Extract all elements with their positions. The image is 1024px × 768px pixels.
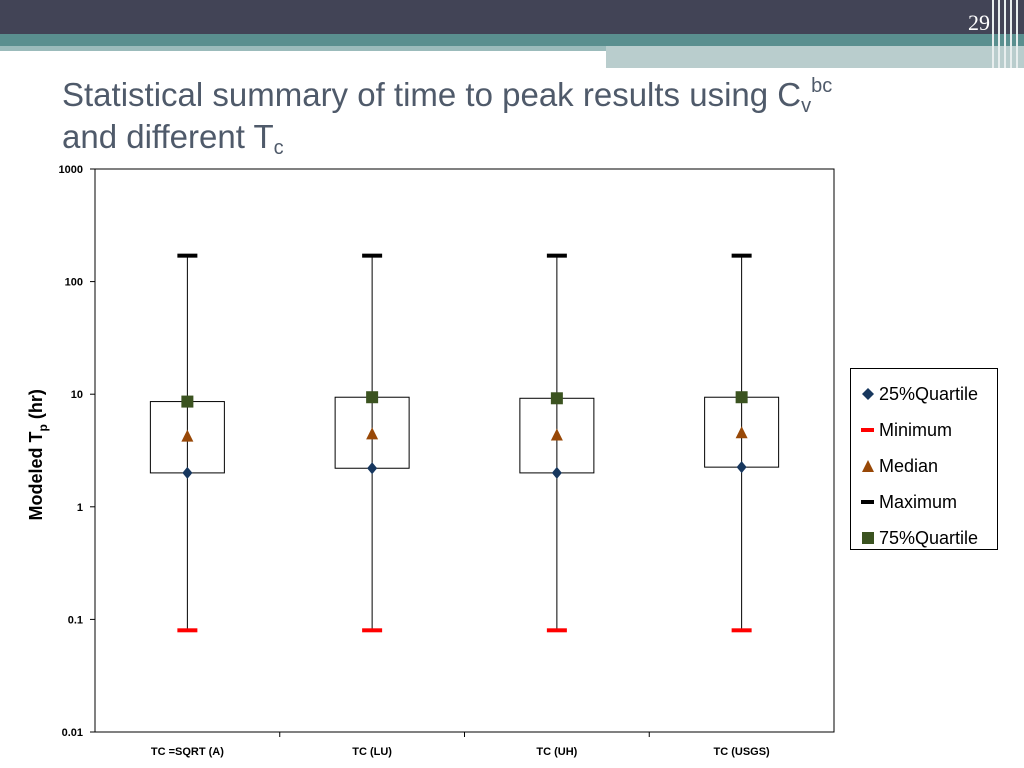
maximum-marker: [731, 253, 752, 258]
y-tick-label: 100: [65, 277, 83, 289]
median-marker: [550, 428, 563, 441]
slide-number: 29: [968, 10, 990, 35]
light-band-left: [0, 46, 606, 51]
quartile-25-marker: [551, 466, 562, 479]
y-axis-label: Modeled Tp (hr): [26, 355, 50, 555]
minimum-marker: [177, 628, 198, 633]
decorative-stripes: [990, 0, 1024, 68]
quartile-25-marker: [736, 461, 747, 474]
quartile-75-marker: [366, 391, 379, 404]
teal-band: [0, 34, 1024, 46]
legend-item-25-quartile: 25%Quartile: [859, 376, 997, 412]
title-sub-v: v: [801, 95, 812, 117]
y-axis-label-main: Modeled T: [26, 431, 47, 521]
y-tick-label: 1000: [59, 164, 83, 176]
y-tick-label: 0.01: [62, 727, 83, 739]
light-band-right: [606, 46, 1024, 68]
y-tick-label: 1: [77, 502, 83, 514]
x-tick-label: TC (UH): [536, 746, 577, 758]
black-dash-icon: [859, 495, 877, 509]
legend-item-maximum: Maximum: [859, 484, 997, 520]
x-tick-label: TC (USGS): [714, 746, 771, 758]
y-tick-label: 10: [71, 389, 83, 401]
title-sub-c: c: [273, 137, 284, 159]
legend-label: Minimum: [879, 419, 953, 440]
median-marker: [735, 426, 748, 439]
slide-title: Statistical summary of time to peak resu…: [62, 74, 832, 158]
median-marker: [366, 427, 379, 440]
legend-item-minimum: Minimum: [859, 412, 997, 448]
y-axis-label-sub: p: [35, 424, 50, 432]
title-line1: Statistical summary of time to peak resu…: [62, 76, 802, 113]
median-marker: [181, 429, 194, 442]
legend-label: Median: [879, 455, 939, 476]
square-icon: [859, 531, 877, 545]
triangle-icon: [859, 459, 877, 473]
chart-legend: 25%Quartile Minimum Median Maximum 75%Qu…: [850, 368, 998, 550]
quartile-75-marker: [550, 392, 563, 405]
legend-label: 75%Quartile: [879, 527, 979, 548]
legend-label: 25%Quartile: [879, 383, 979, 404]
y-axis-label-unit: (hr): [26, 389, 47, 425]
quartile-75-marker: [181, 395, 194, 408]
red-dash-icon: [859, 423, 877, 437]
minimum-marker: [362, 628, 383, 633]
legend-item-median: Median: [859, 448, 997, 484]
maximum-marker: [362, 253, 383, 258]
x-tick-label: TC =SQRT (A): [151, 746, 224, 758]
top-dark-band: [0, 0, 1024, 34]
legend-item-75-quartile: 75%Quartile: [859, 520, 997, 556]
title-sup-bc: bc: [811, 75, 833, 97]
maximum-marker: [546, 253, 567, 258]
plot-area-border: [94, 168, 835, 733]
maximum-marker: [177, 253, 198, 258]
x-tick-label: TC (LU): [352, 746, 392, 758]
minimum-marker: [731, 628, 752, 633]
quartile-25-marker: [182, 466, 193, 479]
diamond-icon: [859, 387, 877, 401]
legend-label: Maximum: [879, 491, 958, 512]
title-line2: and different T: [62, 118, 274, 155]
quartile-75-marker: [735, 391, 748, 404]
quartile-25-marker: [367, 462, 378, 475]
minimum-marker: [546, 628, 567, 633]
y-tick-label: 0.1: [68, 614, 83, 626]
